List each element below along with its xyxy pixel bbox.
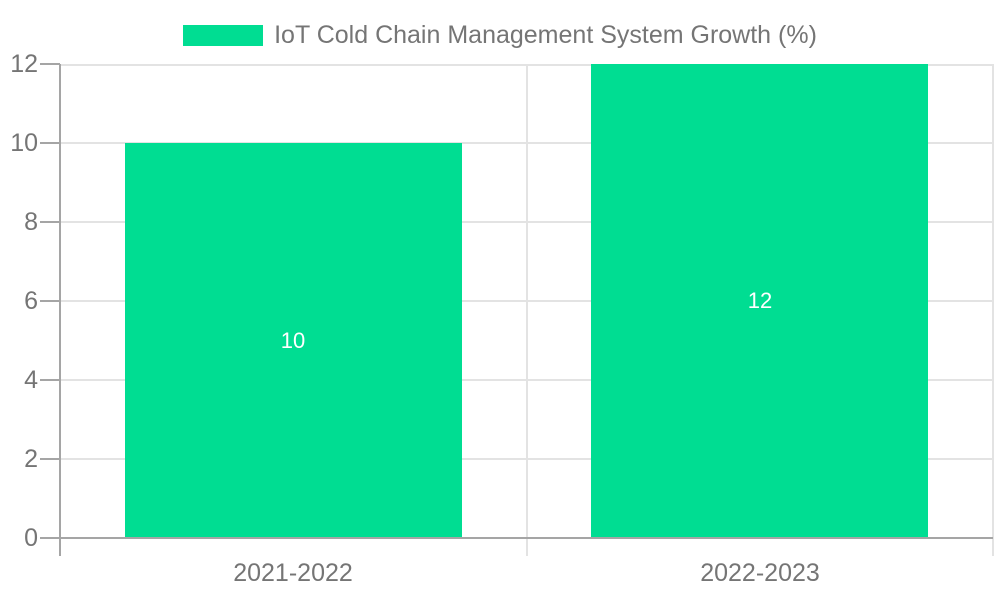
chart-legend: IoT Cold Chain Management System Growth …	[0, 21, 1000, 50]
x-tick-label: 2021-2022	[233, 559, 353, 587]
x-axis-line	[40, 537, 993, 539]
legend-swatch	[183, 25, 264, 46]
gridline-x-boundary	[992, 64, 994, 556]
y-tick-mark	[40, 300, 60, 302]
y-tick-mark	[40, 221, 60, 223]
y-tick-label: 8	[24, 208, 38, 236]
y-tick-mark	[40, 142, 60, 144]
y-tick-mark	[40, 458, 60, 460]
bar-2021-2022	[125, 143, 462, 538]
y-tick-label: 12	[10, 50, 38, 78]
y-tick-mark	[40, 63, 60, 65]
y-tick-label: 0	[24, 524, 38, 552]
gridline-x-boundary	[525, 64, 528, 556]
y-tick-label: 10	[10, 129, 38, 157]
y-tick-label: 2	[24, 445, 38, 473]
legend-label: IoT Cold Chain Management System Growth …	[274, 21, 817, 49]
y-axis-line	[59, 64, 61, 556]
bar-value-label: 12	[747, 288, 773, 313]
x-tick-label: 2022-2023	[700, 559, 820, 587]
bar-2022-2023	[591, 64, 928, 538]
y-tick-mark	[40, 379, 60, 381]
y-tick-label: 4	[24, 366, 38, 394]
bar-value-label: 10	[280, 328, 306, 353]
plot-area: 0 2 4 6 8 10 12 10 2021-2022 12 2022-2023	[10, 50, 994, 587]
y-tick-label: 6	[24, 287, 38, 315]
